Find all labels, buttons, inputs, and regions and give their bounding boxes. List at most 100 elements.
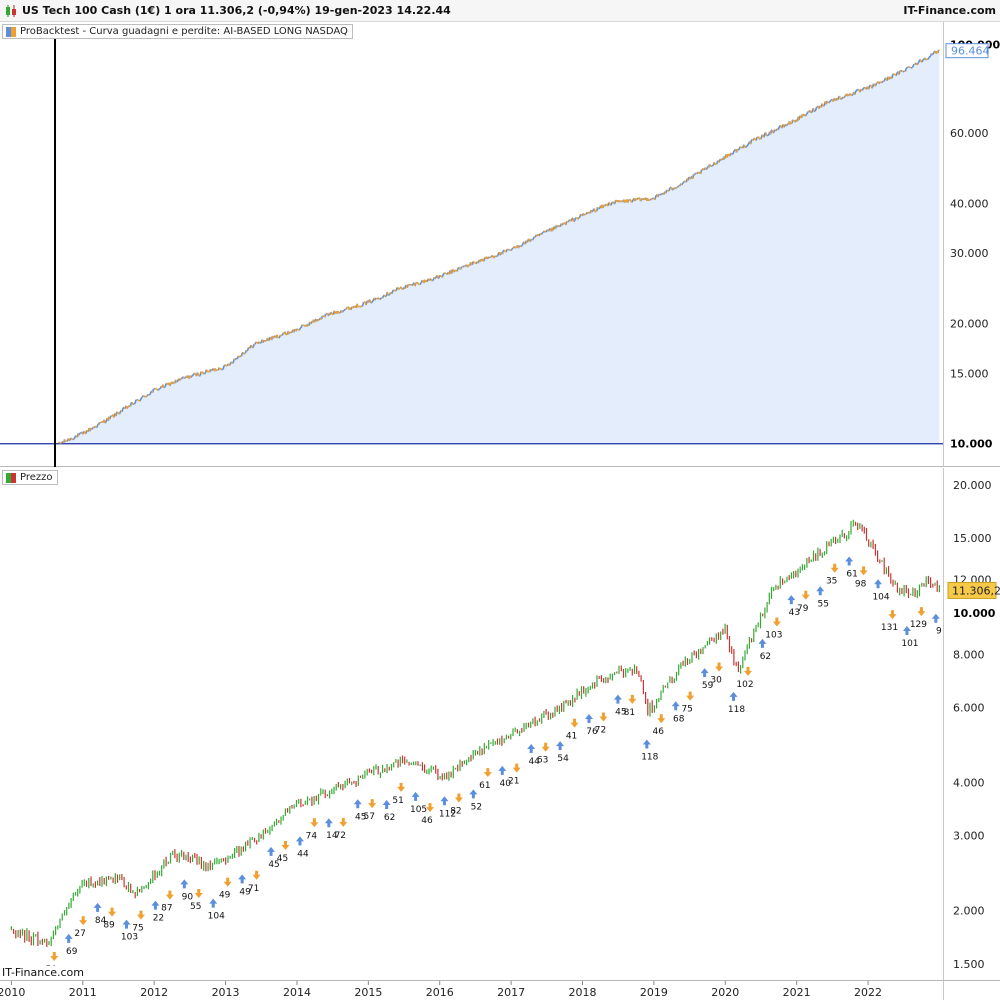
buy-arrow-icon: [267, 846, 276, 856]
trade-marker-label: 27: [74, 929, 85, 939]
trade-marker-label: 35: [826, 577, 837, 587]
sell-arrow-icon: [310, 818, 319, 828]
trade-marker-label: 103: [765, 630, 782, 640]
price-legend[interactable]: Prezzo: [2, 470, 58, 485]
sell-arrow-icon: [628, 694, 637, 704]
buy-arrow-icon: [758, 638, 767, 648]
sell-arrow-icon: [79, 916, 88, 926]
equity-y-tick-label: 20.000: [950, 318, 989, 331]
sell-arrow-icon: [165, 890, 174, 900]
trade-marker-label: 118: [641, 752, 658, 762]
trade-marker-label: 103: [121, 933, 138, 943]
trade-marker-label: 84: [95, 916, 107, 926]
trade-marker-label: 51: [392, 796, 403, 806]
buy-arrow-icon: [64, 933, 73, 943]
price-panel[interactable]: 20.000 15.000 12.000 10.000 8.000 6.000 4.000 3…: [0, 468, 1000, 980]
buy-arrow-icon: [324, 818, 333, 828]
trade-marker-label: 45: [268, 860, 279, 870]
buy-arrow-icon: [556, 741, 565, 751]
trade-marker-label: 74: [306, 831, 318, 841]
buy-arrow-icon: [527, 743, 536, 753]
buy-arrow-icon: [93, 902, 102, 912]
buy-arrow-icon: [931, 613, 940, 623]
trade-marker-label: 72: [595, 725, 606, 735]
trade-marker-label: 61: [846, 570, 857, 580]
trade-marker-label: 45: [355, 812, 366, 822]
sell-arrow-icon: [888, 610, 897, 620]
trade-marker-label: 104: [208, 912, 225, 922]
equity-panel[interactable]: 100.00060.00040.00030.00020.00015.00010.…: [0, 22, 1000, 467]
price-y-tick-label: 1.500: [953, 958, 985, 971]
price-y-tick-label: 6.000: [953, 702, 985, 715]
buy-arrow-icon: [209, 898, 218, 908]
buy-arrow-icon: [845, 556, 854, 566]
sell-arrow-icon: [715, 662, 724, 672]
trade-marker-label: 89: [103, 921, 115, 931]
equity-legend[interactable]: ProBacktest - Curva guadagni e perdite: …: [2, 24, 353, 39]
trade-marker-label: 45: [277, 854, 288, 864]
price-y-tick-label: 4.000: [953, 777, 985, 790]
trade-marker-label: 63: [537, 756, 548, 766]
sell-arrow-icon: [50, 951, 59, 961]
time-axis-label: 2022: [854, 986, 882, 999]
trade-markers: 5069278489103752287905510449497145454474…: [46, 556, 942, 975]
time-axis-label: 2012: [140, 986, 168, 999]
time-axis[interactable]: 2010 2011 2012 2013 2014 2015 2016 2017 2018 2019…: [0, 980, 1000, 1000]
buy-arrow-icon: [700, 668, 709, 678]
time-axis-label: 2020: [711, 986, 739, 999]
sell-arrow-icon: [570, 718, 579, 728]
trade-marker-label: 90: [182, 892, 194, 902]
equity-line-loss: [58, 49, 940, 444]
last-price-box: [947, 581, 997, 599]
buy-arrow-icon: [180, 879, 189, 889]
buy-arrow-icon: [440, 796, 449, 806]
sell-arrow-icon: [483, 768, 492, 778]
trade-marker-label: 52: [471, 802, 482, 812]
trade-marker-label: 9: [936, 627, 942, 637]
sell-arrow-icon: [136, 910, 145, 920]
buy-arrow-icon: [671, 701, 680, 711]
time-axis-label: 2017: [497, 986, 525, 999]
sell-arrow-icon: [512, 763, 521, 773]
equity-y-tick-label: 15.000: [950, 367, 989, 380]
trade-marker-label: 49: [239, 887, 251, 897]
sell-arrow-icon: [917, 607, 926, 617]
price-chart[interactable]: 20.00015.00012.00010.0008.0006.0004.0003…: [0, 468, 1000, 980]
trade-marker-label: 79: [797, 604, 809, 614]
equity-chart[interactable]: 100.00060.00040.00030.00020.00015.00010.…: [0, 22, 1000, 467]
sell-arrow-icon: [426, 803, 435, 813]
trade-marker-label: 82: [450, 806, 461, 816]
trade-marker-label: 104: [872, 592, 889, 602]
sell-arrow-icon: [801, 590, 810, 600]
trade-marker-label: 14: [326, 831, 338, 841]
price-y-tick-label: 2.000: [953, 905, 985, 918]
sell-arrow-icon: [743, 666, 752, 676]
sell-arrow-icon: [772, 617, 781, 627]
time-axis-label: 2018: [569, 986, 597, 999]
trade-marker-label: 22: [153, 914, 164, 924]
time-axis-label: 2019: [640, 986, 668, 999]
sell-arrow-icon: [830, 563, 839, 573]
price-y-tick-label: 8.000: [953, 648, 985, 661]
trade-marker-label: 46: [421, 816, 433, 826]
trade-marker-label: 87: [161, 904, 172, 914]
trade-marker-label: 69: [66, 947, 78, 957]
sell-arrow-icon: [657, 714, 666, 724]
trade-marker-label: 44: [528, 757, 540, 767]
trade-marker-label: 57: [363, 812, 374, 822]
trade-marker-label: 55: [818, 599, 829, 609]
trade-marker-label: 62: [384, 813, 395, 823]
buy-arrow-icon: [787, 595, 796, 605]
trade-marker-label: 118: [728, 705, 745, 715]
trade-marker-label: 46: [653, 727, 665, 737]
buy-arrow-icon: [816, 586, 825, 596]
equity-area: [59, 49, 940, 444]
trade-marker-label: 40: [500, 779, 512, 789]
buy-arrow-icon: [238, 874, 247, 884]
sell-arrow-icon: [339, 817, 348, 827]
price-legend-label: Prezzo: [20, 472, 53, 483]
price-legend-swatch: [6, 473, 16, 483]
equity-y-tick-label: 10.000: [950, 438, 993, 451]
trade-marker-label: 72: [335, 831, 346, 841]
sell-arrow-icon: [859, 566, 868, 576]
